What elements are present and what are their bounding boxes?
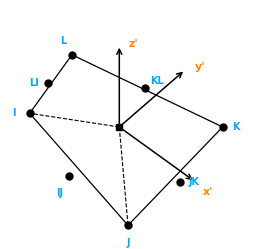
Text: z': z' [128, 39, 138, 49]
Text: K: K [233, 122, 240, 132]
Text: JK: JK [188, 177, 199, 187]
Text: y': y' [195, 62, 206, 72]
Text: J: J [126, 238, 130, 248]
Text: I: I [12, 108, 15, 118]
Text: IJ: IJ [56, 188, 63, 198]
Text: LI: LI [29, 78, 39, 88]
Text: x': x' [203, 187, 213, 197]
Text: KL: KL [150, 76, 164, 86]
Text: L: L [60, 36, 66, 46]
